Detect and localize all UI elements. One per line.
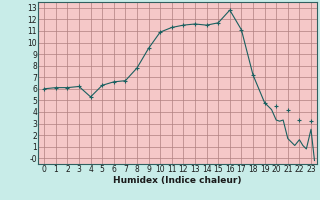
X-axis label: Humidex (Indice chaleur): Humidex (Indice chaleur): [113, 176, 242, 185]
